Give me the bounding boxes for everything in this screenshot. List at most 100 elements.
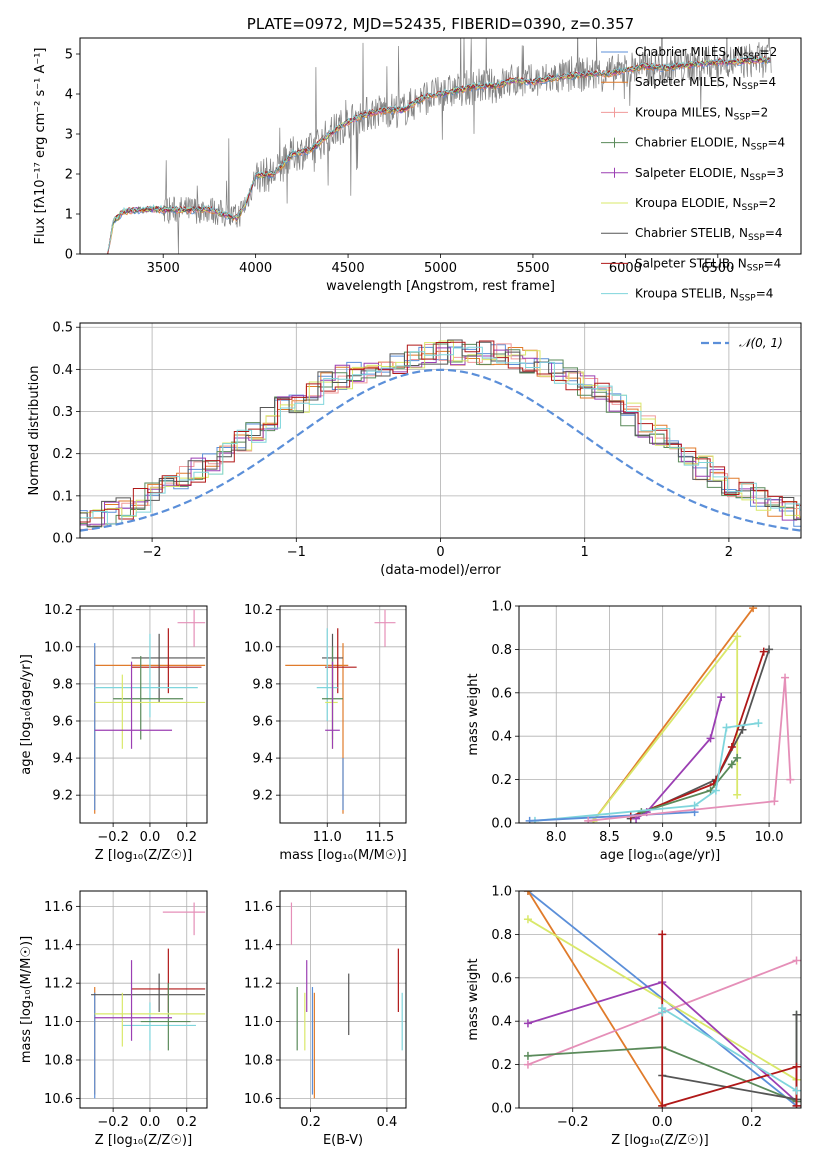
series-marker-salpeter_stelib — [658, 1101, 667, 1108]
x-tick-label: 11.5 — [365, 830, 394, 845]
legend-entry-chabrier_elodie: Chabrier ELODIE, NSSP=4 — [635, 136, 785, 153]
y-axis-label: mass weight — [466, 958, 481, 1040]
x-tick-label: 8.5 — [599, 830, 620, 845]
x-tick-label: −1 — [287, 545, 306, 560]
x-tick-label: 0.2 — [300, 1115, 321, 1130]
x-tick-label: 0.0 — [140, 830, 161, 845]
legend-entry-kroupa_elodie: Kroupa ELODIE, NSSP=2 — [635, 196, 776, 213]
series-marker-kroupa_elodie — [733, 632, 742, 641]
y-tick-label: 0.2 — [52, 447, 73, 462]
series-marker-salpeter_stelib — [727, 743, 736, 752]
x-tick-label: 6000 — [609, 261, 642, 276]
y-tick-label: 0.6 — [491, 971, 512, 986]
legend-text-suffix: =4 — [767, 136, 785, 150]
legend-text-main: Salpeter STELIB, N — [635, 256, 747, 270]
legend-entry-kroupa_miles: Kroupa MILES, NSSP=2 — [635, 105, 768, 122]
y-tick-label: 0.3 — [52, 405, 73, 420]
panel-mass-vs-ebv: 0.2 0.4 10.6 10.8 11.0 11.2 11.4 11.6 E(B-V) — [244, 890, 407, 1148]
legend-text-suffix: =3 — [766, 166, 784, 180]
y-tick-label: 11.0 — [244, 1015, 273, 1030]
x-tick-label: 2 — [725, 545, 733, 560]
legend-entry-salpeter_miles: Salpeter MILES, NSSP=4 — [635, 75, 776, 92]
legend-text-sub: SSP — [749, 173, 766, 183]
x-tick-label: −0.2 — [557, 1115, 589, 1130]
panel-age-vs-Z: −0.2 0.0 0.2 9.2 9.4 9.6 9.8 10.0 10.2 Z [log₁₀(Z… — [19, 603, 208, 863]
x-tick-label: 0.4 — [377, 1115, 398, 1130]
gaussian-curve — [80, 368, 801, 532]
plot-area — [91, 902, 206, 1099]
x-tick-label: −0.2 — [97, 1115, 129, 1130]
legend-text-suffix: =2 — [758, 196, 776, 210]
y-tick-label: 10.8 — [44, 1053, 73, 1068]
series-marker-kroupa_stelib — [711, 786, 720, 795]
panel-residuals: −2 −1 0 1 2 0.0 0.1 0.2 0.3 0.4 0.5 (data-model)/er… — [27, 321, 802, 578]
histogram-chabrier_miles — [80, 344, 801, 527]
series-marker-kroupa_stelib — [722, 723, 731, 732]
axes-frame — [518, 605, 802, 824]
histogram-kroupa_miles — [80, 343, 801, 530]
legend-text-main: Chabrier ELODIE, N — [635, 136, 751, 150]
legend-text-sub: SSP — [734, 112, 751, 122]
histogram-kroupa_stelib — [80, 346, 801, 525]
model-line-kroupa_stelib — [107, 55, 771, 252]
series-line-salpeter_stelib — [661, 934, 798, 1107]
legend-text-main: Kroupa ELODIE, N — [635, 196, 742, 210]
legend-text-main: Salpeter ELODIE, N — [635, 166, 749, 180]
legend-text-main: Chabrier MILES, N — [635, 45, 743, 59]
y-tick-label: 4 — [65, 88, 73, 103]
x-tick-label: 0.0 — [140, 1115, 161, 1130]
plot-area — [94, 609, 206, 814]
legend-text-suffix: =2 — [760, 45, 778, 59]
x-axis-label: (data-model)/error — [380, 563, 501, 578]
x-tick-label: 9.5 — [706, 830, 727, 845]
panel-weight-vs-Z: −0.2 0.0 0.2 0.0 0.2 0.4 0.6 0.8 1.0 Z [log₁₀(Z/Z… — [466, 885, 802, 1148]
legend-text-sub: SSP — [751, 143, 768, 153]
y-tick-label: 0.4 — [491, 730, 512, 745]
y-tick-label: 0 — [65, 248, 73, 263]
axes-frame — [79, 605, 208, 824]
x-tick-label: 0.2 — [176, 830, 197, 845]
legend-entry-chabrier_stelib: Chabrier STELIB, NSSP=4 — [635, 226, 783, 243]
plot-area — [80, 339, 801, 532]
legend-text-main: Chabrier STELIB, N — [635, 226, 748, 240]
series-marker-chabrier_stelib — [738, 725, 747, 734]
axes-frame — [279, 605, 407, 824]
y-tick-label: 11.2 — [44, 977, 73, 992]
legend-text-sub: SSP — [743, 52, 760, 62]
y-tick-label: 0.6 — [491, 686, 512, 701]
y-tick-label: 0.0 — [491, 1102, 512, 1117]
histogram-kroupa_elodie — [80, 340, 801, 518]
y-tick-label: 0.8 — [491, 928, 512, 943]
y-tick-label: 10.6 — [244, 1092, 273, 1107]
legend-text-suffix: =4 — [764, 256, 782, 270]
y-tick-label: 0.2 — [491, 1058, 512, 1073]
series-marker-chabrier_elodie — [727, 760, 736, 769]
series-marker-salpeter_miles — [523, 891, 532, 895]
panel-age-vs-mass: 11.0 11.5 9.2 9.4 9.6 9.8 10.0 10.2 mass [log₁₀(… — [244, 603, 407, 863]
y-tick-label: 0.2 — [491, 773, 512, 788]
legend-entry-salpeter_stelib: Salpeter STELIB, NSSP=4 — [635, 256, 781, 273]
legend: 𝒩(0, 1) — [701, 336, 783, 350]
x-axis-label: E(B-V) — [323, 1133, 363, 1148]
y-tick-label: 0.5 — [52, 321, 73, 336]
y-tick-label: 9.8 — [252, 677, 273, 692]
series-marker-pink — [770, 797, 779, 806]
legend-text-sub: SSP — [739, 294, 756, 304]
series-marker-salpeter_elodie — [523, 1019, 532, 1028]
y-axis-label: mass weight — [466, 673, 481, 755]
y-tick-label: 0.0 — [52, 532, 73, 547]
axes-frame — [518, 890, 802, 1109]
y-tick-label: 11.4 — [244, 938, 273, 953]
series-line-pink — [588, 677, 792, 822]
y-tick-label: 0.4 — [52, 363, 73, 378]
panel-weight-vs-age: 8.0 8.5 9.0 9.5 10.0 0.0 0.2 0.4 0.6 0.8 1.0 age [l… — [466, 600, 802, 863]
y-tick-label: 11.6 — [44, 900, 73, 915]
series-marker-salpeter_miles — [749, 606, 758, 613]
series-marker-chabrier_stelib — [765, 645, 774, 654]
y-tick-label: 5 — [65, 48, 73, 63]
panel-spectrum: 3500 4000 4500 5000 5500 6000 6500 0 1 2 3 4 5 wavele… — [33, 15, 802, 304]
series-marker-salpeter_stelib — [792, 1062, 801, 1071]
x-tick-label: 6500 — [701, 261, 734, 276]
y-tick-label: 9.6 — [252, 714, 273, 729]
